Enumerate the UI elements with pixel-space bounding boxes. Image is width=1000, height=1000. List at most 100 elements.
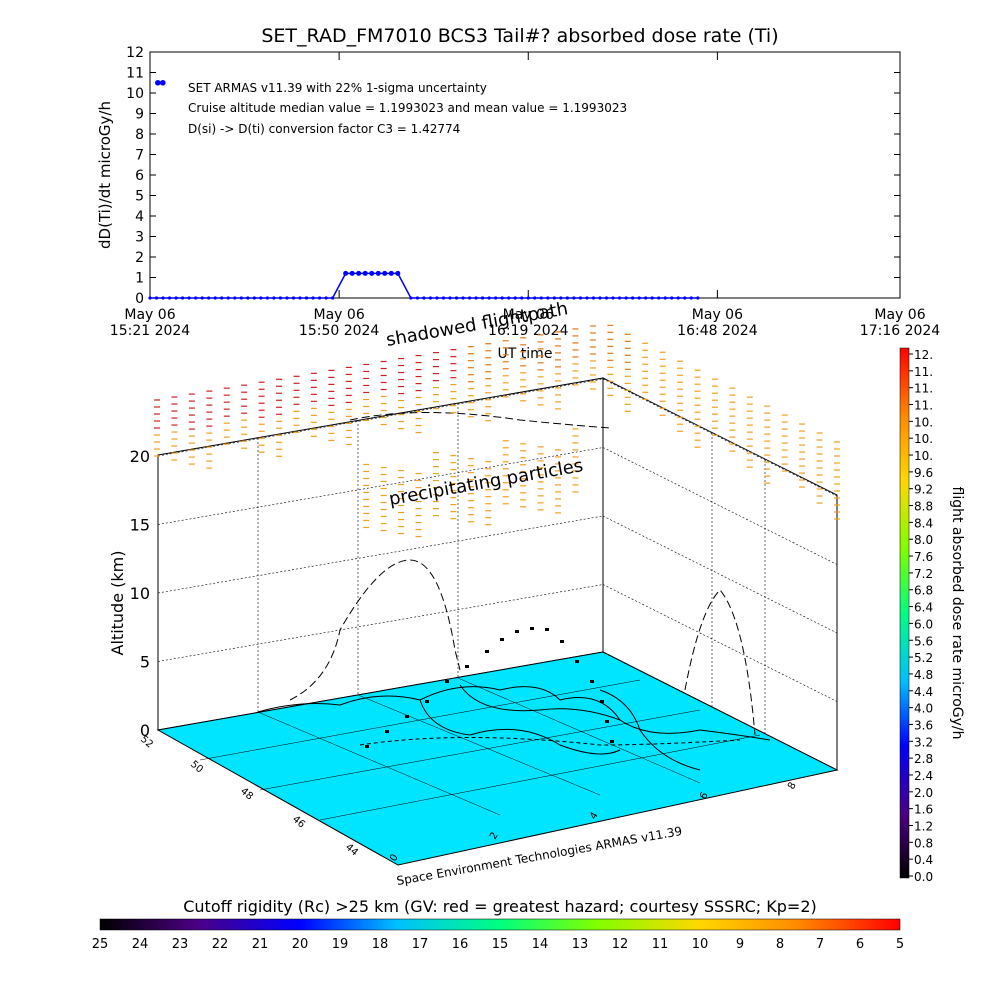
x-tick-label: 15:50 2024 [299,323,380,339]
dose-colorbar-tick-label: 3.2 [914,735,933,749]
timeseries-annotations: SET ARMAS v11.39 with 22% 1-sigma uncert… [188,81,627,136]
data-point [285,296,289,300]
x-tick-label: May 06 [314,307,365,323]
data-point [181,296,185,300]
rigidity-colorbar-tick-label: 16 [452,937,469,952]
map-coastlines [199,677,771,821]
dose-colorbar-tick-label: 5.6 [914,634,933,648]
dose-colorbar-tick-label: 1.6 [914,803,933,817]
rigidity-colorbar-tick-label: 23 [172,937,189,952]
dose-colorbar-tick-label: 3.6 [914,718,933,732]
flight-point [385,730,389,733]
data-point [304,296,309,300]
longitude-tick-label: 0 [388,852,401,863]
data-point [265,296,269,300]
data-point [585,296,589,300]
altitude-tick-label: 20 [130,447,150,466]
y-tick-label: 5 [135,189,144,205]
y-tick-label: 8 [135,127,144,143]
altitude-profiles [289,412,756,736]
y-tick-label: 10 [126,86,144,102]
profile-top [349,412,611,429]
dose-colorbar-tick-label: 11. [914,365,933,379]
altitude-tick-label: 0 [140,721,150,740]
rigidity-colorbar-tick-label: 15 [492,937,509,952]
dose-colorbar-tick-label: 2.8 [914,752,933,766]
rigidity-colorbar-tick-label: 24 [132,937,149,952]
flight-point [485,650,489,653]
dose-colorbar-tick-label: 0.4 [914,853,933,867]
rigidity-colorbar-tick-label: 14 [532,937,549,952]
altitude-gridline [157,378,604,457]
data-point [624,296,628,300]
flight-point [445,680,449,683]
data-point [631,296,635,300]
rigidity-colorbar-ticks: 25 24 23 22 21 20 19 18 17 16 15 14 13 12 11 10 9 8 7 6 5 [92,937,904,952]
altitude-gridline [602,447,838,565]
data-point [369,270,375,276]
rigidity-colorbar-tick-label: 21 [252,937,269,952]
y-tick-label: 0 [135,291,144,307]
profile-right [684,589,756,736]
rigidity-colorbar-tick-label: 11 [652,937,669,952]
data-point [415,296,419,300]
data-point [487,296,491,300]
data-point [520,296,524,300]
data-point [311,296,315,300]
dose-colorbar-tick-label: 8.4 [914,516,933,530]
series-segment [397,273,412,299]
flight-point [600,700,604,703]
altitude-gridlines [157,378,838,702]
data-point [513,296,517,300]
flightpath-shadow [359,737,741,746]
data-point [388,270,394,276]
x-tick-label: 16:19 2024 [488,323,569,339]
data-point [278,296,283,300]
rigidity-colorbar-tick-label: 25 [92,937,109,952]
dose-colorbar: 12. 11. 11. 11. 10. 10. 10. 9.6 9.2 8.8 8.4 8.0 7.6 7… [899,347,965,884]
data-point [409,296,413,300]
latitude-tick-label: 50 [188,759,205,776]
data-point [539,296,543,300]
legend-point [160,79,166,86]
dose-colorbar-tick-label: 12. [914,348,933,362]
data-point [252,296,256,300]
dose-colorbar-tick-label: 5.2 [914,651,933,665]
data-point [526,296,530,300]
dose-rate-columns [154,324,840,538]
profile-left [289,559,461,701]
rigidity-colorbar-tick-label: 7 [816,937,824,952]
flight-point [575,660,579,663]
dose-colorbar-tick-label: 4.4 [914,685,933,699]
data-point [494,296,498,300]
data-point [637,296,641,300]
rigidity-colorbar-tick-label: 22 [212,937,229,952]
dose-colorbar-tick-label: 2.0 [914,786,933,800]
y-tick-label: 11 [126,66,144,82]
data-point [461,296,465,300]
data-point [291,296,296,300]
dose-colorbar-tick-label: 0.8 [914,836,933,850]
dose-colorbar-tick-label: 4.0 [914,702,933,716]
flight-point [530,627,534,630]
data-point [481,296,485,300]
latitude-tick-label: 48 [238,786,255,803]
flight-point [425,700,429,703]
dose-colorbar-ticks: 12. 11. 11. 11. 10. 10. 10. 9.6 9.2 8.8 8.4 8.0 7.6 7… [909,348,933,884]
longitude-tick-label: 8 [786,780,799,791]
data-point [604,296,609,300]
data-point [683,296,687,300]
data-point [154,296,159,300]
dose-colorbar-tick-label: 6.0 [914,617,933,631]
annotation-line-3: D(si) -> D(ti) conversion factor C3 = 1.… [188,122,460,136]
vertical-gridlines [257,403,766,735]
data-point [382,270,388,276]
rigidity-colorbar-tick-label: 13 [572,937,589,952]
x-tick-label: 15:21 2024 [110,323,191,339]
data-point [467,296,472,300]
flight-point [610,740,614,743]
